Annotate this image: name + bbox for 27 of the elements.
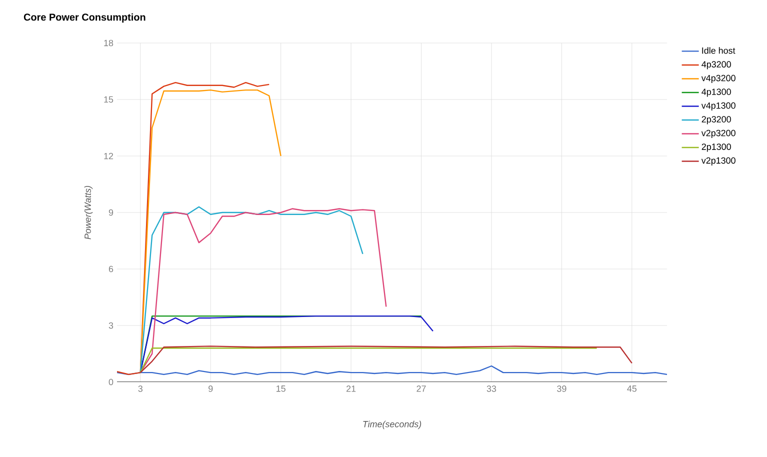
x-tick-label: 27 <box>416 386 426 392</box>
y-axis-title: Power(Watts) <box>84 186 93 240</box>
legend-label: v2p3200 <box>701 130 736 138</box>
x-tick-label: 33 <box>486 386 496 392</box>
x-tick-label: 39 <box>557 386 566 392</box>
legend-label: 4p3200 <box>702 61 731 70</box>
legend-label: v4p1300 <box>701 102 736 110</box>
legend-label: v2p1300 <box>701 157 736 166</box>
x-tick-label: 45 <box>627 386 637 392</box>
chart-title: Core Power Consumption <box>24 13 146 23</box>
x-tick-label: 21 <box>346 386 356 392</box>
y-tick-label: 18 <box>104 40 114 46</box>
y-tick-label: 12 <box>104 152 114 160</box>
y-tick-label: 9 <box>108 209 114 216</box>
legend-label: 4p1300 <box>702 88 731 97</box>
y-tick-label: 3 <box>108 322 114 329</box>
legend-label: 2p3200 <box>702 116 731 124</box>
x-tick-label: 9 <box>208 386 213 392</box>
legend-label: v4p3200 <box>701 74 736 84</box>
y-tick-label: 0 <box>108 378 114 386</box>
y-tick-label: 6 <box>108 266 114 272</box>
x-axis-title: Time(seconds) <box>363 420 422 430</box>
legend-label: 2p1300 <box>702 144 731 152</box>
x-tick-label: 3 <box>138 386 143 392</box>
legend-label: Idle host <box>702 47 736 54</box>
x-tick-label: 15 <box>276 386 286 392</box>
y-tick-label: 15 <box>104 96 114 103</box>
